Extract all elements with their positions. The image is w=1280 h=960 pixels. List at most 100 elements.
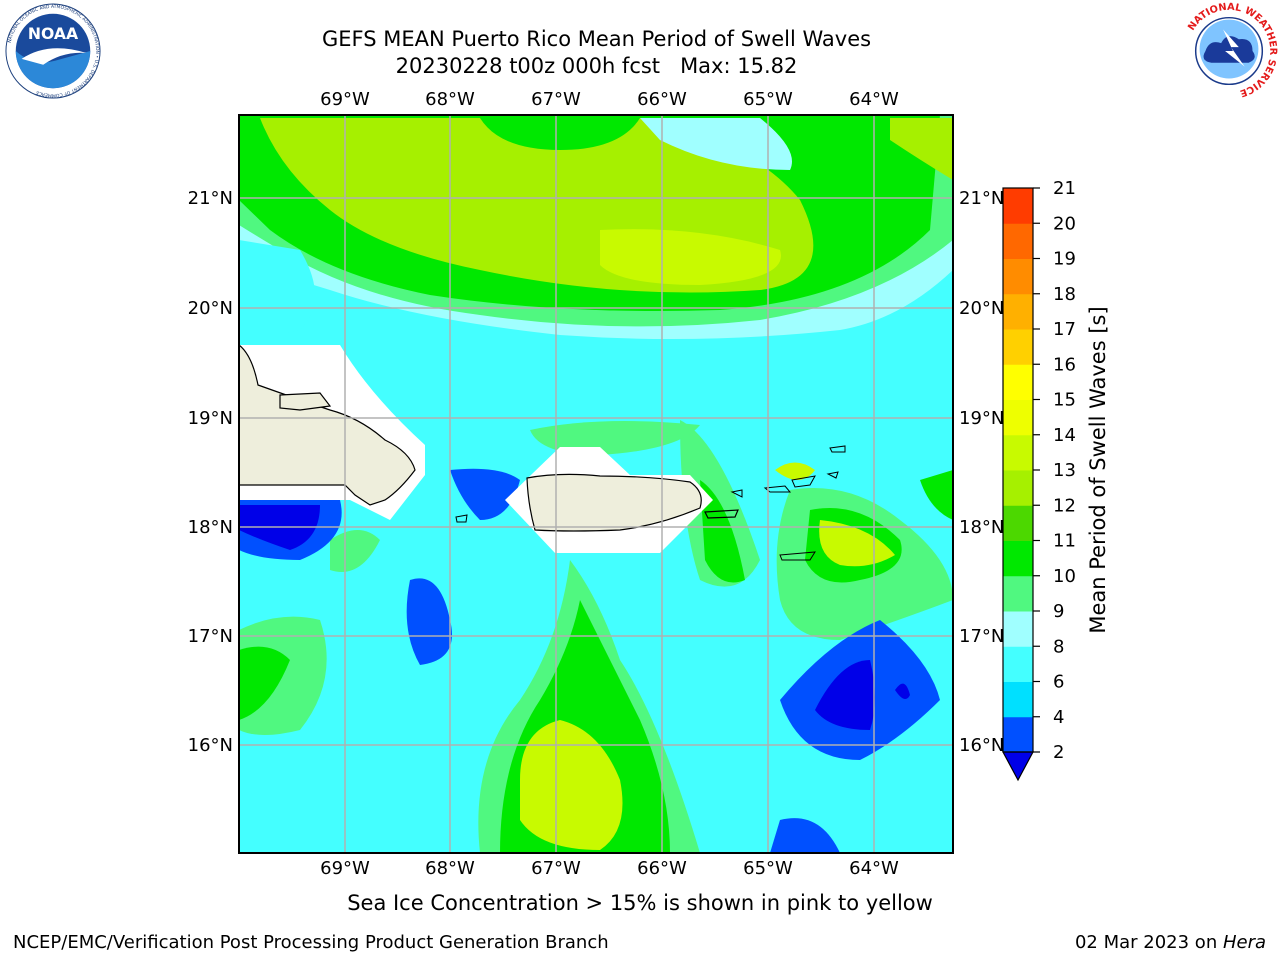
- field-4s-south-west: [406, 578, 452, 665]
- field-9s-top-right: [640, 118, 792, 170]
- lat-label: 20°N: [188, 298, 233, 319]
- colorbar-tick-label: 18: [1053, 284, 1076, 305]
- colorbar-tick-label: 15: [1053, 390, 1076, 411]
- noaa-logo-text: NOAA: [28, 24, 79, 43]
- colorbar-band: [1003, 505, 1033, 541]
- colorbar-tick-label: 12: [1053, 495, 1076, 516]
- field-4s-bottom: [770, 818, 840, 853]
- lat-label: 19°N: [188, 408, 233, 429]
- colorbar-label: Mean Period of Swell Waves [s]: [1086, 306, 1110, 633]
- colorbar-band: [1003, 293, 1033, 330]
- field-11s-top: [480, 118, 640, 150]
- lon-label: 64°W: [849, 89, 899, 110]
- lat-label: 19°N: [959, 408, 1004, 429]
- field-2s-southeast: [815, 660, 875, 730]
- field-2s-dot: [895, 683, 910, 699]
- sea-ice-caption: Sea Ice Concentration > 15% is shown in …: [347, 891, 933, 915]
- colorbar-tick-label: 13: [1053, 460, 1076, 481]
- land-anegada: [829, 445, 846, 453]
- colorbar-band: [1003, 223, 1033, 259]
- colorbar-tick-label: 8: [1053, 636, 1064, 657]
- colorbar-tick-label: 19: [1053, 249, 1076, 270]
- field-13s-islet: [775, 462, 815, 480]
- lon-label: 68°W: [425, 858, 475, 879]
- colorbar-band: [1003, 258, 1033, 295]
- noaa-logo: NOAA NATIONAL OCEANIC AND ATMOSPHERIC AD…: [5, 3, 101, 99]
- colorbar-band: [1003, 681, 1033, 718]
- colorbar-tick-label: 2: [1053, 742, 1064, 763]
- colorbar-ticks: 2 4 6 8 9 10 11 12 13 14 15 16 17 18 19 20 21: [1033, 178, 1076, 763]
- field-11s-mid-east: [700, 480, 745, 583]
- lat-label: 21°N: [959, 188, 1004, 209]
- colorbar-band: [1003, 611, 1033, 647]
- colorbar-band: [1003, 329, 1033, 365]
- chart-title-line1: GEFS MEAN Puerto Rico Mean Period of Swe…: [321, 27, 872, 51]
- colorbar-band: [1003, 364, 1033, 400]
- lon-label: 65°W: [743, 858, 793, 879]
- lat-label: 16°N: [959, 735, 1004, 756]
- lon-label: 67°W: [531, 858, 581, 879]
- field-13s-south: [520, 720, 623, 850]
- lat-labels-right: 21°N 20°N 19°N 18°N 17°N 16°N: [959, 188, 1004, 756]
- field-11s-edge: [920, 470, 953, 520]
- land-hispaniola: [239, 344, 416, 506]
- field-4s-pr-west: [450, 468, 520, 520]
- lon-label: 66°W: [637, 858, 687, 879]
- colorbar-band: [1003, 575, 1033, 612]
- lon-label: 64°W: [849, 858, 899, 879]
- colorbar-band: [1003, 399, 1033, 436]
- land-bvi: [791, 475, 816, 488]
- colorbar-bands: [1003, 188, 1033, 753]
- colorbar-band: [1003, 540, 1033, 577]
- lon-labels-top: 69°W 68°W 67°W 66°W 65°W 64°W: [320, 89, 899, 110]
- graticule: [239, 115, 953, 853]
- lon-labels-bottom: 69°W 68°W 67°W 66°W 65°W 64°W: [320, 858, 899, 879]
- lon-label: 66°W: [637, 89, 687, 110]
- colorbar-tick-label: 14: [1053, 425, 1076, 446]
- lat-labels-left: 21°N 20°N 19°N 18°N 17°N 16°N: [188, 188, 233, 756]
- footer-producer: NCEP/EMC/Verification Post Processing Pr…: [13, 932, 609, 953]
- colorbar-band: [1003, 646, 1033, 682]
- lon-label: 69°W: [320, 89, 370, 110]
- colorbar-tick-label: 6: [1053, 672, 1064, 693]
- land-samana: [279, 392, 332, 411]
- lat-label: 17°N: [959, 626, 1004, 647]
- lat-label: 18°N: [959, 517, 1004, 538]
- colorbar-band: [1003, 470, 1033, 506]
- colorbar: 2 4 6 8 9 10 11 12 13 14 15 16 17 18 19 20 21 Mean Perio…: [1001, 178, 1110, 782]
- lat-label: 21°N: [188, 188, 233, 209]
- nws-logo: NATIONAL WEATHER SERVICE: [1181, 2, 1278, 99]
- colorbar-tick-label: 10: [1053, 566, 1076, 587]
- field-11s-west: [239, 646, 290, 720]
- lon-label: 68°W: [425, 89, 475, 110]
- colorbar-band: [1003, 188, 1033, 224]
- colorbar-tick-label: 21: [1053, 178, 1076, 199]
- chart-title-line2: 20230228 t00z 000h fcst Max: 15.82: [395, 54, 798, 78]
- field-12s-ne: [890, 118, 953, 180]
- swell-period-field: [239, 115, 953, 853]
- field-10s-pr-north: [530, 421, 700, 455]
- footer-date: 02 Mar 2023 on Hera: [1075, 932, 1266, 954]
- land-mona: [455, 514, 468, 523]
- lon-label: 65°W: [743, 89, 793, 110]
- land-puerto-rico: [526, 473, 702, 532]
- colorbar-tick-label: 9: [1053, 601, 1064, 622]
- field-13s-north: [600, 229, 781, 285]
- colorbar-band: [1003, 716, 1033, 753]
- lat-label: 18°N: [188, 517, 233, 538]
- field-10s-west2: [330, 530, 380, 572]
- colorbar-tick-label: 20: [1053, 213, 1076, 234]
- colorbar-tick-label: 11: [1053, 531, 1076, 552]
- footer-host: Hera: [1222, 932, 1266, 953]
- footer-date-text: 02 Mar 2023 on: [1074, 932, 1223, 953]
- colorbar-tick-label: 16: [1053, 354, 1076, 375]
- land-st-croix: [779, 551, 816, 561]
- colorbar-extend-arrow: [1001, 751, 1035, 782]
- lon-label: 69°W: [320, 858, 370, 879]
- colorbar-band: [1003, 434, 1033, 471]
- lat-label: 20°N: [959, 298, 1004, 319]
- lat-label: 16°N: [188, 735, 233, 756]
- land-vieques: [704, 509, 739, 519]
- lat-label: 17°N: [188, 626, 233, 647]
